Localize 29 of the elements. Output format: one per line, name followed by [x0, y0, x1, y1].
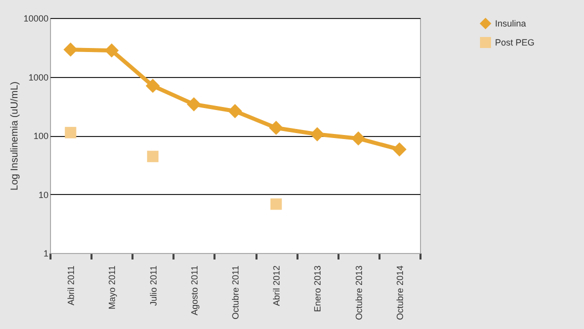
legend-label: Post PEG: [495, 38, 535, 48]
x-tick-label: Octubre 2014: [394, 266, 405, 320]
point: [63, 42, 78, 57]
y-tick-label: 10: [38, 190, 48, 200]
point: [392, 142, 407, 156]
point: [269, 120, 284, 135]
y-tick-label: 100: [33, 131, 48, 141]
y-tick-label: 1: [43, 248, 48, 258]
x-tick-label: Enero 2013: [312, 266, 323, 312]
x-tick-label: Abril 2012: [272, 266, 282, 306]
point: [186, 97, 201, 112]
point: [64, 126, 76, 138]
point: [147, 150, 158, 162]
x-tick-label: Mayo 2011: [107, 266, 118, 310]
y-tick-label: 10000: [23, 14, 48, 24]
y-axis-title: Log Insulinemia (uU/mL): [9, 82, 20, 190]
point: [270, 198, 282, 210]
point: [104, 43, 119, 58]
point: [310, 127, 324, 142]
point: [146, 78, 160, 93]
legend-label: Insulina: [495, 18, 526, 28]
point: [228, 104, 242, 118]
x-tick-label: Abril 2011: [66, 266, 76, 306]
point: [351, 131, 366, 146]
x-tick-label: Julio 2011: [148, 266, 158, 306]
y-tick-label: 1000: [28, 72, 48, 82]
x-tick-label: Agosto 2011: [189, 266, 200, 316]
x-tick-label: Octubre 2013: [354, 266, 364, 320]
x-tick-label: Octubre 2011: [230, 266, 240, 320]
